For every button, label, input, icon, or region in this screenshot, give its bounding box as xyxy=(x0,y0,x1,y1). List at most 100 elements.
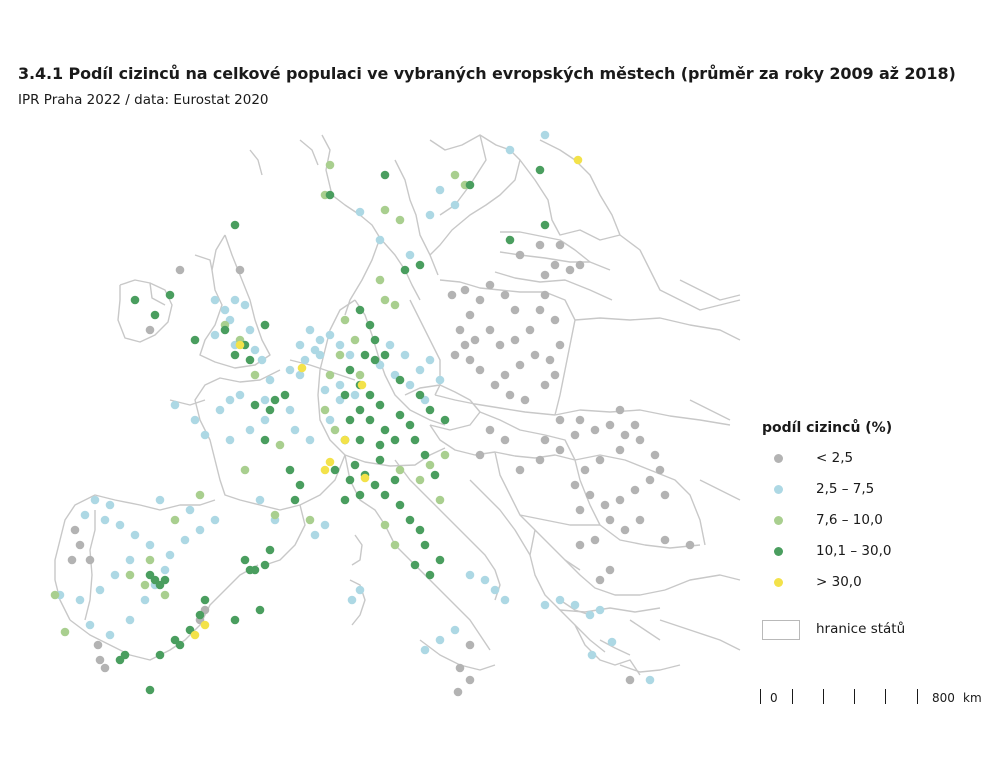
city-point xyxy=(315,335,325,345)
city-point xyxy=(510,305,520,315)
city-point xyxy=(500,435,510,445)
city-point xyxy=(257,355,267,365)
legend-label: > 30,0 xyxy=(816,574,862,590)
city-point xyxy=(460,340,470,350)
city-point xyxy=(575,260,585,270)
city-point xyxy=(305,515,315,525)
city-point xyxy=(380,170,390,180)
city-points xyxy=(50,130,695,697)
city-point xyxy=(325,370,335,380)
city-point xyxy=(357,380,367,390)
city-point xyxy=(485,325,495,335)
city-point xyxy=(90,495,100,505)
city-point xyxy=(340,390,350,400)
city-point xyxy=(365,390,375,400)
city-point xyxy=(225,395,235,405)
city-point xyxy=(160,575,170,585)
city-point xyxy=(260,415,270,425)
city-point xyxy=(340,435,350,445)
city-point xyxy=(555,240,565,250)
city-point xyxy=(500,290,510,300)
city-point xyxy=(380,490,390,500)
city-point xyxy=(330,465,340,475)
city-point xyxy=(370,335,380,345)
city-point xyxy=(100,663,110,673)
city-point xyxy=(435,495,445,505)
city-point xyxy=(340,495,350,505)
city-point xyxy=(75,540,85,550)
city-point xyxy=(260,560,270,570)
city-point xyxy=(70,525,80,535)
city-point xyxy=(345,415,355,425)
city-point xyxy=(575,540,585,550)
city-point xyxy=(115,520,125,530)
city-point xyxy=(435,375,445,385)
city-point xyxy=(550,370,560,380)
city-point xyxy=(265,405,275,415)
city-point xyxy=(500,370,510,380)
city-point xyxy=(595,575,605,585)
city-point xyxy=(67,555,77,565)
city-point xyxy=(325,415,335,425)
city-point xyxy=(240,465,250,475)
city-point xyxy=(365,415,375,425)
city-point xyxy=(180,535,190,545)
city-point xyxy=(93,640,103,650)
city-point xyxy=(235,265,245,275)
city-point xyxy=(350,335,360,345)
city-point xyxy=(290,495,300,505)
city-point xyxy=(520,395,530,405)
legend-swatch xyxy=(774,454,783,463)
city-point xyxy=(335,380,345,390)
city-point xyxy=(400,265,410,275)
city-point xyxy=(195,525,205,535)
city-point xyxy=(525,325,535,335)
city-point xyxy=(630,485,640,495)
city-point xyxy=(410,435,420,445)
city-point xyxy=(95,585,105,595)
city-point xyxy=(200,620,210,630)
city-point xyxy=(245,425,255,435)
city-point xyxy=(465,355,475,365)
city-point xyxy=(455,663,465,673)
city-point xyxy=(490,585,500,595)
city-point xyxy=(465,570,475,580)
city-point xyxy=(345,475,355,485)
legend-item-lt-2-5: < 2,5 xyxy=(762,450,982,481)
city-point xyxy=(570,480,580,490)
city-point xyxy=(405,420,415,430)
city-point xyxy=(450,625,460,635)
city-point xyxy=(125,570,135,580)
city-point xyxy=(375,235,385,245)
city-point xyxy=(585,610,595,620)
city-point xyxy=(400,350,410,360)
city-point xyxy=(325,190,335,200)
city-point xyxy=(380,350,390,360)
city-point xyxy=(320,520,330,530)
city-point xyxy=(390,475,400,485)
city-point xyxy=(315,350,325,360)
scale-tick xyxy=(823,689,824,704)
city-point xyxy=(573,155,583,165)
city-point xyxy=(260,320,270,330)
city-point xyxy=(115,655,125,665)
city-point xyxy=(215,405,225,415)
city-point xyxy=(265,545,275,555)
city-point xyxy=(380,205,390,215)
city-point xyxy=(220,305,230,315)
city-point xyxy=(330,425,340,435)
legend-item-10-1-30-0: 10,1 – 30,0 xyxy=(762,543,982,574)
city-point xyxy=(465,180,475,190)
city-point xyxy=(615,405,625,415)
city-point xyxy=(510,335,520,345)
city-point xyxy=(250,400,260,410)
city-point xyxy=(535,240,545,250)
city-point xyxy=(270,510,280,520)
city-point xyxy=(365,320,375,330)
city-point xyxy=(390,300,400,310)
city-point xyxy=(420,450,430,460)
legend-swatch xyxy=(774,485,783,494)
city-point xyxy=(255,605,265,615)
city-point xyxy=(450,200,460,210)
